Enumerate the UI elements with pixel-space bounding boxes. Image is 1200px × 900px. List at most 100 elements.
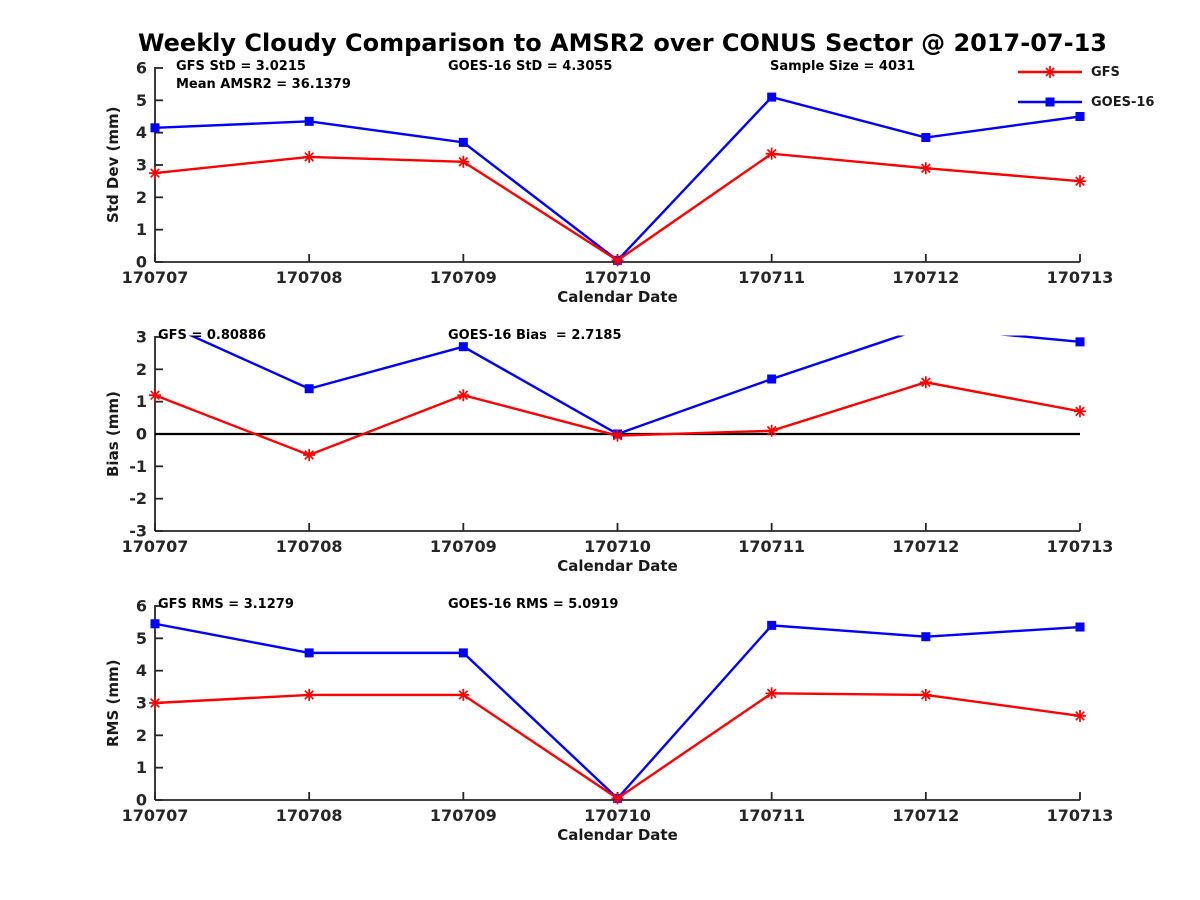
x-tick-label: 170711 bbox=[738, 537, 805, 556]
x-axis-label-rms: Calendar Date bbox=[557, 826, 678, 844]
gfs-asterisk-marker bbox=[612, 255, 623, 266]
gfs-asterisk-marker bbox=[304, 152, 315, 162]
x-axis-label-std-dev: Calendar Date bbox=[557, 288, 678, 306]
goes-16-line bbox=[155, 95, 1080, 262]
y-tick-label: 0 bbox=[136, 253, 147, 272]
gfs-asterisk-marker bbox=[1075, 176, 1085, 187]
y-tick-label: 6 bbox=[136, 597, 147, 616]
x-tick-label: 170709 bbox=[430, 537, 497, 556]
goes-16-square-marker bbox=[767, 92, 777, 102]
annotation-sample-size: Sample Size = 4031 bbox=[770, 59, 916, 74]
legend-label-goes16: GOES-16 bbox=[1091, 94, 1155, 110]
gfs-asterisk-marker bbox=[766, 425, 777, 436]
goes-16-square-marker bbox=[767, 374, 777, 384]
goes-16-square-marker bbox=[150, 123, 160, 133]
y-tick-label: 1 bbox=[136, 392, 147, 411]
y-tick-label: 5 bbox=[136, 91, 147, 110]
y-tick-label: -1 bbox=[129, 457, 147, 476]
goes-16-square-marker bbox=[458, 137, 468, 147]
goes-16-square-marker bbox=[767, 620, 777, 630]
goes-16-square-marker bbox=[304, 116, 314, 126]
chart-std-dev: 0 1 2 3 4 5 6 170707 170708 170709 170710 170711 170… bbox=[122, 59, 1114, 288]
y-tick-label: 3 bbox=[136, 694, 147, 713]
legend-item-gfs: GFS bbox=[1016, 64, 1154, 80]
x-axis-label-bias: Calendar Date bbox=[557, 557, 678, 575]
x-tick-label: 170710 bbox=[584, 806, 651, 825]
y-tick-label: 3 bbox=[136, 156, 147, 175]
gfs-asterisk-marker bbox=[920, 690, 931, 700]
y-tick-label: 5 bbox=[136, 629, 147, 648]
goes-16-square-marker bbox=[150, 619, 160, 629]
legend: GFS GOES-16 bbox=[1016, 64, 1154, 124]
x-tick-label: 170711 bbox=[738, 806, 805, 825]
y-tick-label: 0 bbox=[136, 791, 147, 810]
annotation-gfs-rms: GFS RMS = 3.1279 bbox=[158, 597, 294, 612]
y-axis-label-rms: RMS (mm) bbox=[104, 659, 122, 747]
x-tick-label: 170713 bbox=[1047, 806, 1114, 825]
goes-16-square-marker bbox=[1075, 112, 1085, 121]
y-tick-label: 1 bbox=[136, 220, 147, 239]
x-tick-label: 170709 bbox=[430, 268, 497, 287]
goes-16-square-marker bbox=[1075, 337, 1085, 347]
y-tick-label: 4 bbox=[136, 661, 147, 680]
goes-16-square-marker bbox=[458, 648, 468, 658]
x-tick-label: 170708 bbox=[276, 268, 343, 287]
gfs-asterisk-marker bbox=[458, 690, 469, 700]
gfs-asterisk-marker bbox=[150, 390, 160, 401]
x-tick-label: 170707 bbox=[122, 806, 189, 825]
goes-16-square-marker bbox=[921, 133, 931, 143]
y-tick-label: 0 bbox=[136, 425, 147, 444]
x-tick-label: 170712 bbox=[892, 268, 959, 287]
gfs-asterisk-marker bbox=[612, 793, 623, 804]
y-tick-label: 6 bbox=[136, 59, 147, 78]
x-tick-label: 170710 bbox=[584, 268, 651, 287]
y-tick-label: -2 bbox=[129, 489, 147, 508]
goes-16-square-marker bbox=[458, 342, 468, 352]
gfs-asterisk-marker bbox=[766, 688, 777, 699]
gfs-asterisk-marker bbox=[920, 163, 931, 174]
y-tick-label: 2 bbox=[136, 726, 147, 745]
gfs-asterisk-marker bbox=[304, 690, 315, 700]
x-tick-label: 170712 bbox=[892, 537, 959, 556]
gfs-asterisk-marker bbox=[150, 168, 160, 178]
x-tick-label: 170707 bbox=[122, 537, 189, 556]
annotation-gfs-std: GFS StD = 3.0215 bbox=[176, 59, 306, 74]
gfs-asterisk-marker bbox=[150, 698, 160, 708]
goes-16-square-marker bbox=[921, 632, 931, 642]
goes-16-square-marker bbox=[304, 384, 314, 394]
x-tick-label: 170711 bbox=[738, 268, 805, 287]
x-tick-label: 170708 bbox=[276, 537, 343, 556]
y-axis-label-std-dev: Std Dev (mm) bbox=[104, 106, 122, 224]
x-tick-label: 170713 bbox=[1047, 268, 1114, 287]
gfs-asterisk-marker bbox=[1075, 711, 1085, 721]
annotation-goes16-rms: GOES-16 RMS = 5.0919 bbox=[448, 597, 619, 612]
chart-rms: 0 1 2 3 4 5 6 170707 170708 170709 170710 170711 170… bbox=[122, 597, 1114, 826]
goes-16-line bbox=[155, 622, 1080, 801]
gfs-line bbox=[155, 381, 1080, 457]
goes-16-square-marker bbox=[1075, 622, 1085, 632]
gfs-asterisk-marker bbox=[920, 377, 931, 388]
y-axis-label-bias: Bias (mm) bbox=[104, 391, 122, 477]
legend-label-gfs: GFS bbox=[1091, 64, 1120, 80]
gfs-asterisk-marker bbox=[304, 450, 315, 460]
annotation-goes16-std: GOES-16 StD = 4.3055 bbox=[448, 59, 613, 74]
chart-bias: -3 -2 -1 0 1 2 3 170707 170708 170709 170710 170711… bbox=[122, 328, 1114, 557]
y-tick-label: 4 bbox=[136, 123, 147, 142]
legend-item-goes16: GOES-16 bbox=[1016, 94, 1154, 110]
x-tick-label: 170712 bbox=[892, 806, 959, 825]
figure-title: Weekly Cloudy Comparison to AMSR2 over C… bbox=[138, 29, 1107, 57]
x-tick-label: 170710 bbox=[584, 537, 651, 556]
gfs-asterisk-marker bbox=[766, 148, 777, 159]
gfs-asterisk-marker bbox=[458, 156, 469, 167]
annotation-goes16-bias: GOES-16 Bias = 2.7185 bbox=[448, 328, 622, 343]
gfs-line-asterisk-icon bbox=[1018, 66, 1082, 78]
goes16-line-square-icon bbox=[1018, 97, 1082, 107]
y-tick-label: 2 bbox=[136, 188, 147, 207]
gfs-asterisk-marker bbox=[458, 390, 469, 401]
y-tick-label: -3 bbox=[129, 522, 147, 541]
x-tick-label: 170709 bbox=[430, 806, 497, 825]
x-tick-label: 170713 bbox=[1047, 537, 1114, 556]
annotation-gfs-bias: GFS = 0.80886 bbox=[158, 328, 267, 343]
